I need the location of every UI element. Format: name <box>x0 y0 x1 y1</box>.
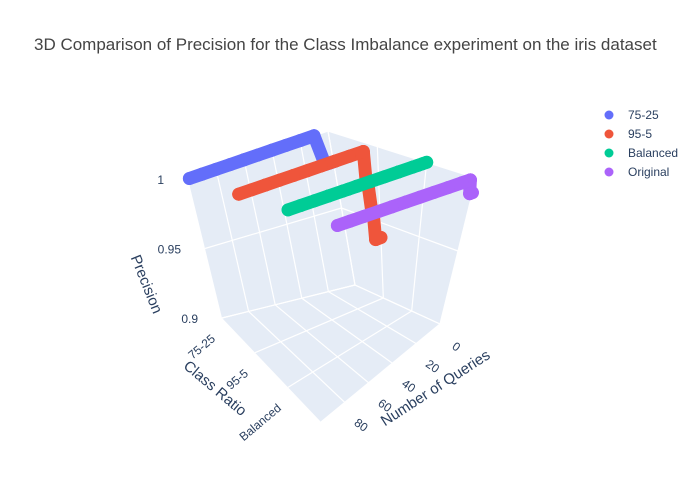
gridline-x <box>354 284 441 325</box>
z-axis-title: Precision <box>127 253 166 317</box>
trace-95-5 <box>232 183 258 201</box>
legend: 75-25 95-5 Balanced Original <box>604 108 678 179</box>
data-points <box>182 129 479 247</box>
gridline-y <box>287 310 412 388</box>
gridline-x <box>301 297 393 364</box>
gridline-x <box>274 304 369 384</box>
legend-marker <box>604 110 614 120</box>
legend-label[interactable]: Original <box>628 165 669 179</box>
trace-balanced <box>281 199 308 217</box>
legend-marker <box>604 148 614 158</box>
z-tick-label: 1 <box>157 173 164 187</box>
gridline-y <box>221 284 356 319</box>
gridline-z <box>327 130 477 179</box>
back-wall-left <box>188 131 355 318</box>
gridline-y <box>439 177 477 325</box>
gridline-y <box>254 297 384 354</box>
x-tick-label: 20 <box>423 357 442 376</box>
legend-marker <box>604 167 614 177</box>
z-tick-label: 0.9 <box>181 312 198 326</box>
floor-plane <box>222 285 440 422</box>
trace-75-25 <box>182 167 209 186</box>
z-axis-ticks: 0.9 0.95 1 <box>157 173 198 326</box>
gridline-y <box>411 162 428 312</box>
chart-title: 3D Comparison of Precision for the Class… <box>34 35 657 54</box>
x-tick-label: 80 <box>352 416 371 435</box>
gridlines <box>187 130 477 423</box>
legend-label[interactable]: 75-25 <box>628 108 659 122</box>
z-tick-label: 0.95 <box>158 243 182 257</box>
gridline-x <box>328 291 417 345</box>
gridline-x <box>248 310 346 403</box>
y-axis-title: Class Ratio <box>180 357 250 419</box>
gridline-x <box>215 169 250 312</box>
x-tick-label: 0 <box>450 339 464 354</box>
legend-label[interactable]: Balanced <box>628 146 678 160</box>
gridline-z <box>204 207 342 250</box>
legend-marker <box>604 129 614 139</box>
gridline-y <box>320 323 441 423</box>
legend-label[interactable]: 95-5 <box>628 127 652 141</box>
trace-original <box>330 214 357 233</box>
